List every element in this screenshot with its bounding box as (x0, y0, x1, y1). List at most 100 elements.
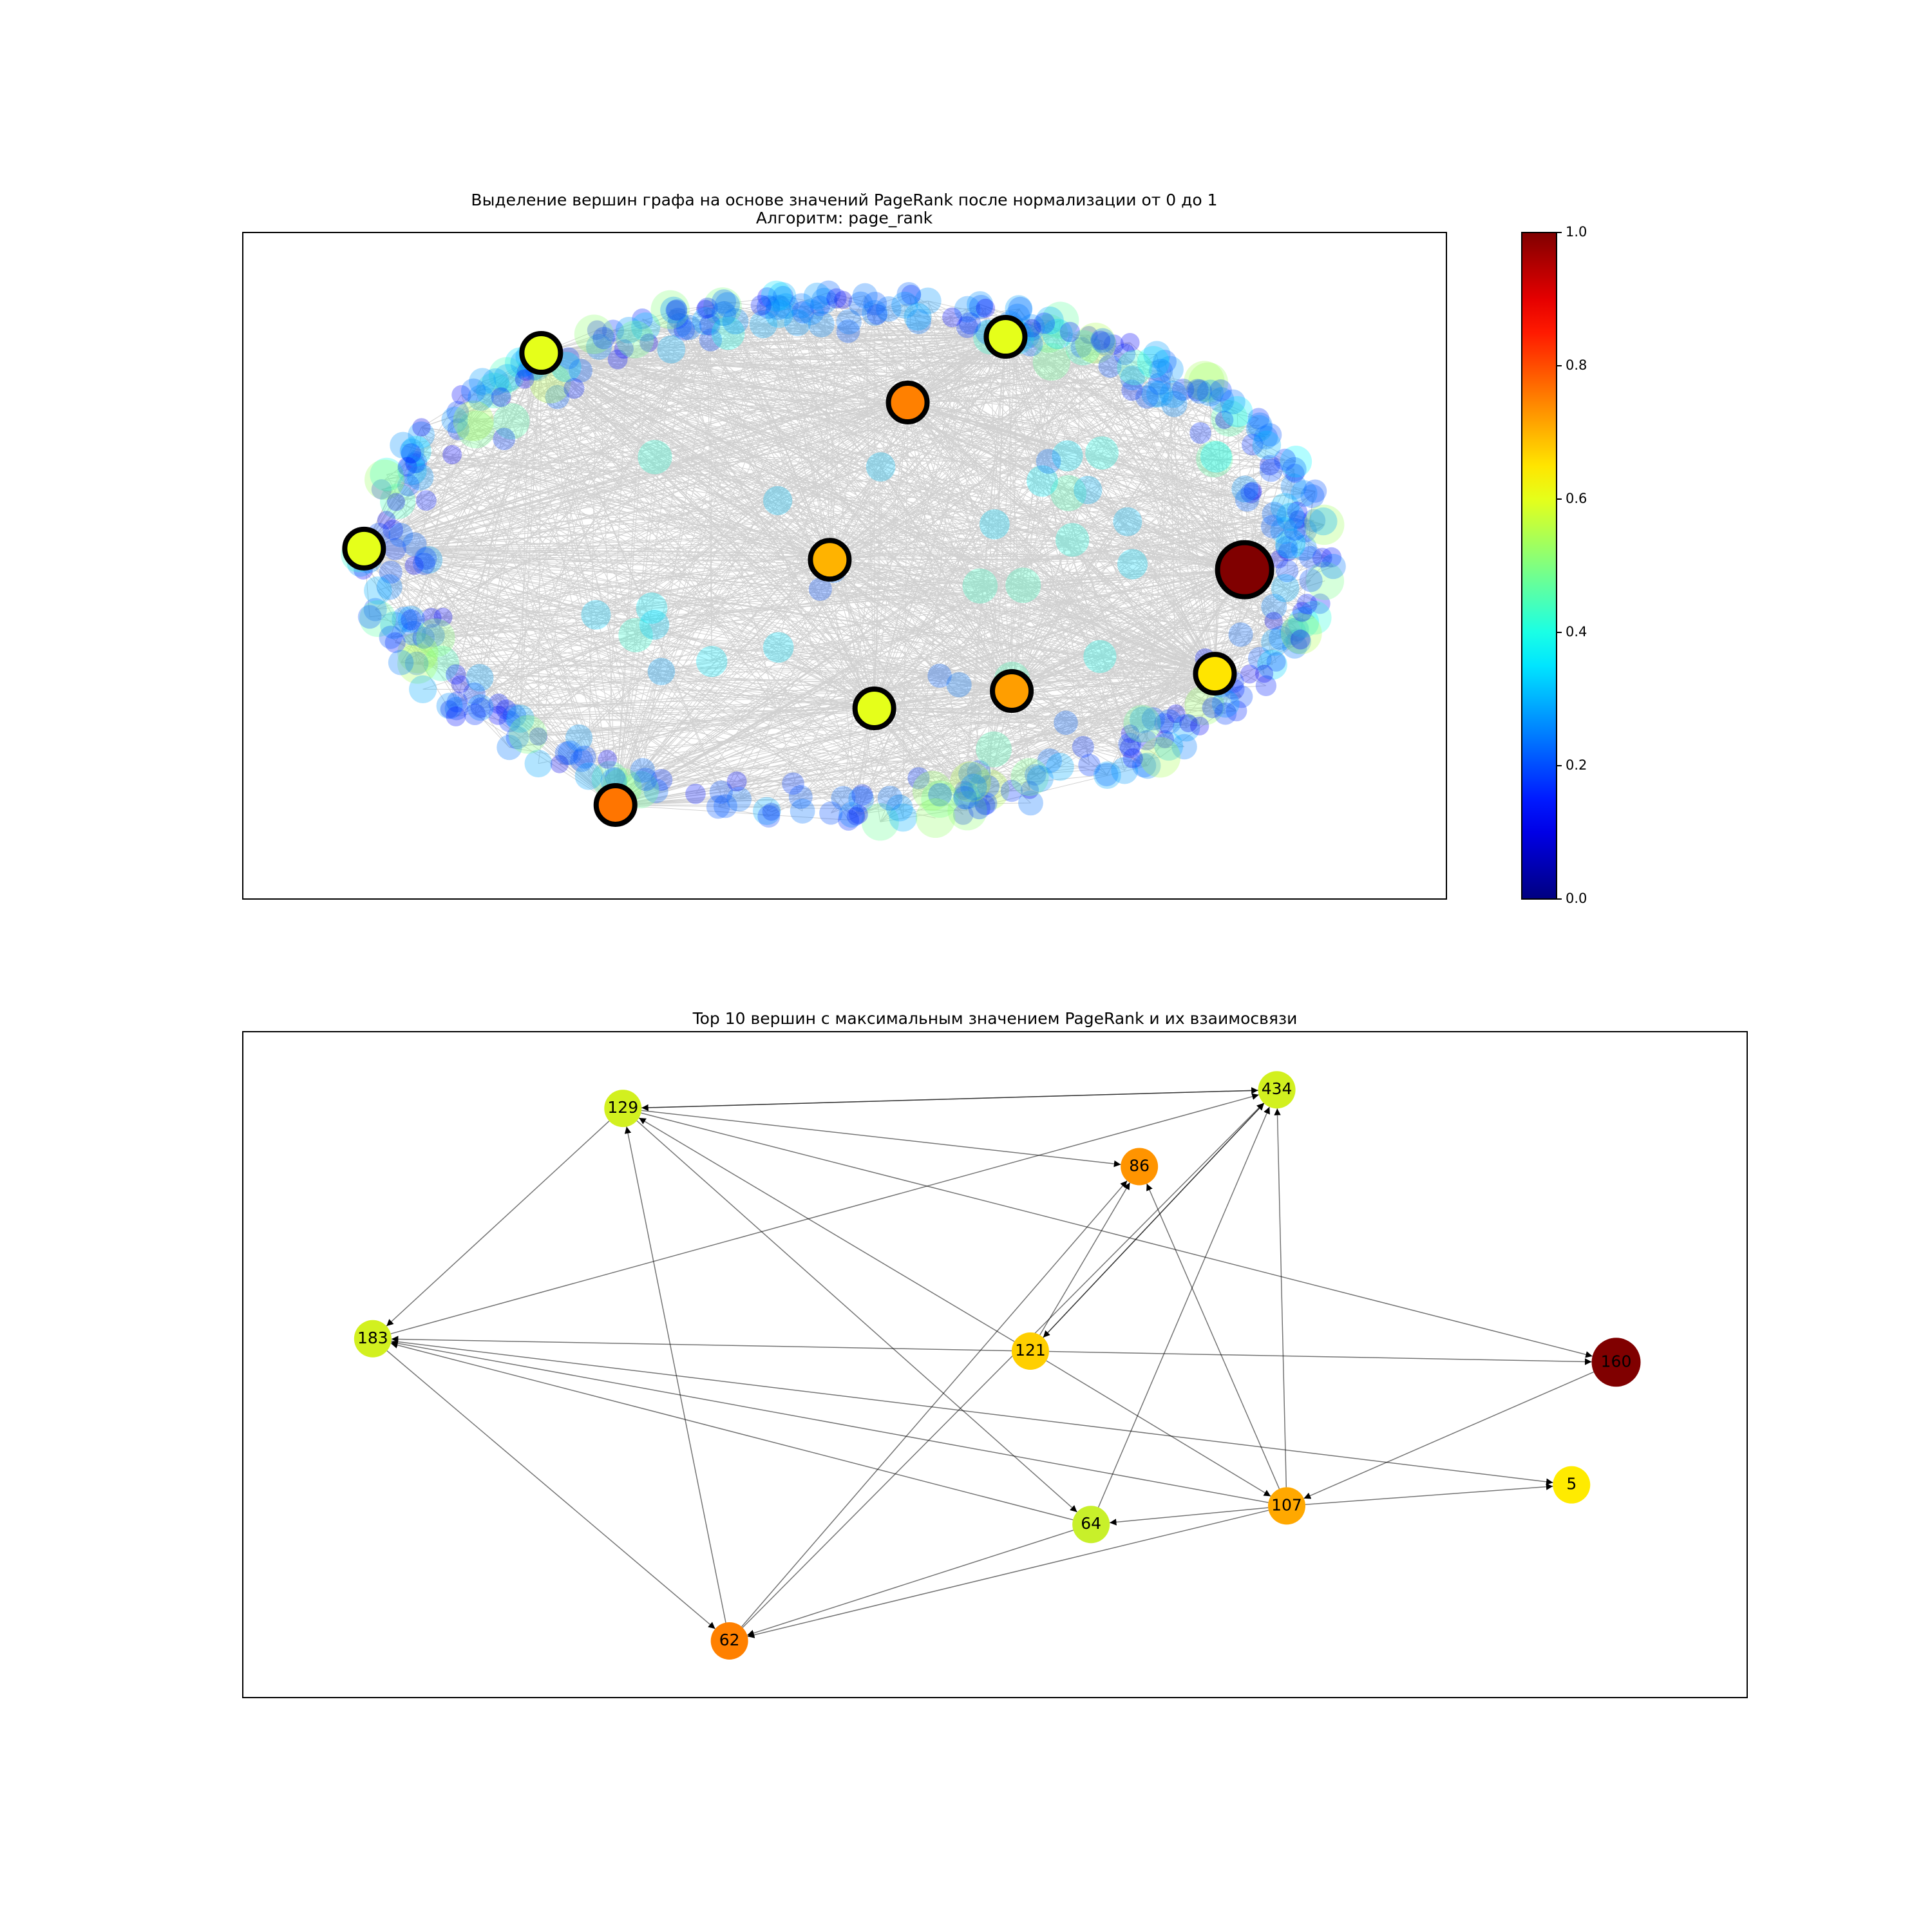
bottom-graph: 129 434 86 183 121 160 5 107 64 62 (354, 1071, 1641, 1660)
node (1270, 516, 1298, 544)
node (768, 281, 797, 310)
node (1275, 536, 1298, 559)
node (1280, 612, 1322, 654)
edge (747, 1530, 1074, 1636)
node (1303, 479, 1327, 503)
node (433, 607, 453, 627)
node (397, 474, 420, 497)
node (1157, 355, 1184, 383)
node (1020, 781, 1039, 799)
node (1171, 378, 1195, 401)
node (762, 802, 781, 821)
node (631, 312, 661, 342)
node (1085, 436, 1119, 470)
node (643, 779, 668, 804)
node (442, 445, 462, 464)
node (791, 301, 815, 324)
node-label: 129 (607, 1098, 638, 1117)
node (696, 645, 728, 677)
edge (1043, 1103, 1265, 1338)
node (1052, 440, 1083, 471)
node (1036, 306, 1064, 335)
node (482, 368, 509, 396)
node (388, 522, 413, 547)
node (605, 767, 625, 788)
node (1027, 465, 1058, 497)
node (397, 643, 438, 684)
node (376, 574, 402, 600)
node (357, 605, 382, 629)
node (848, 291, 873, 316)
node (838, 802, 865, 828)
node (1146, 380, 1173, 408)
node (1252, 430, 1282, 460)
node (1078, 753, 1101, 777)
node (1260, 515, 1285, 539)
node (1074, 475, 1103, 505)
node (819, 801, 843, 825)
node (876, 296, 902, 322)
node (1274, 448, 1296, 471)
node-label: 5 (1566, 1475, 1577, 1493)
node (1000, 779, 1023, 802)
node (1221, 395, 1253, 428)
node (524, 750, 553, 778)
node (757, 287, 777, 307)
node (713, 794, 737, 819)
node (1159, 381, 1188, 408)
node (976, 298, 996, 318)
node (914, 287, 942, 315)
node (466, 663, 494, 692)
node (408, 421, 435, 449)
node (712, 289, 737, 314)
node (808, 577, 832, 601)
node (790, 799, 815, 824)
node (1240, 665, 1260, 684)
node (1226, 700, 1247, 722)
node (463, 682, 486, 705)
node (1036, 448, 1061, 474)
node (1215, 410, 1234, 430)
node (907, 767, 930, 790)
node (1196, 440, 1233, 478)
node (460, 378, 486, 404)
node (1214, 702, 1237, 725)
node (598, 750, 617, 769)
node (866, 304, 887, 325)
node (402, 532, 427, 557)
node (607, 349, 628, 370)
hub-node (593, 782, 638, 827)
node (587, 320, 607, 341)
node (440, 700, 459, 719)
node (1157, 709, 1182, 734)
node (397, 632, 439, 674)
edge (641, 1110, 1121, 1168)
hub-node (1215, 540, 1274, 600)
node (976, 731, 1012, 768)
node (901, 285, 922, 305)
node (1037, 748, 1063, 773)
node (384, 632, 406, 653)
node (1011, 1332, 1049, 1370)
node (761, 280, 792, 312)
node (749, 310, 777, 339)
node (1091, 330, 1111, 350)
edge (636, 1120, 1077, 1513)
node (491, 387, 511, 408)
node (1018, 790, 1043, 816)
node (359, 600, 397, 638)
node (826, 288, 847, 309)
colorbar-tick-label: 0.2 (1566, 757, 1587, 773)
node (1121, 379, 1143, 401)
node (632, 308, 653, 330)
node (1235, 487, 1260, 512)
node (968, 769, 1010, 811)
node (1083, 639, 1117, 674)
node (852, 283, 878, 308)
edge (391, 1336, 1012, 1352)
node (1321, 547, 1342, 568)
node (1253, 425, 1278, 450)
node (1247, 412, 1273, 438)
colorbar-tick-label: 1.0 (1566, 224, 1587, 240)
node (877, 786, 903, 811)
